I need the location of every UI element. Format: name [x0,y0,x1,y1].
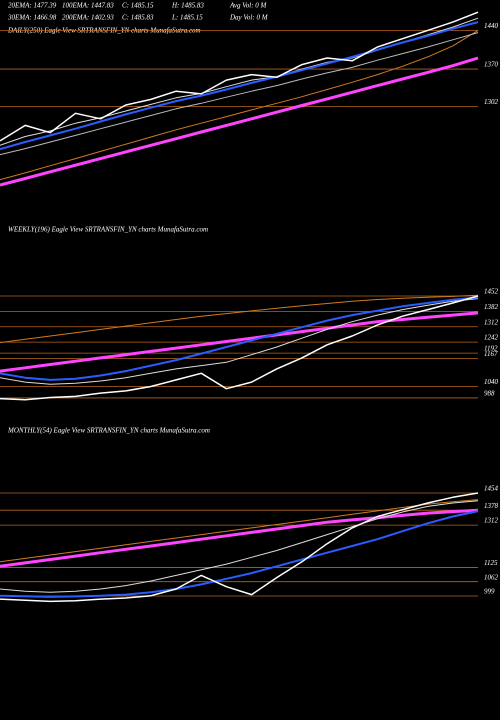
indicator-label: Avg Vol: 0 M [229,2,268,10]
series-line [0,510,479,598]
series-line [0,508,479,568]
series-line [0,298,479,385]
series-line [0,294,479,344]
indicator-label: C: 1485.83 [122,14,154,22]
panel-title: MONTHLY(54) Eagle View SRTRANSFIN_YN cha… [7,427,210,435]
y-tick-label: 1370 [484,61,499,69]
y-tick-label: 1454 [484,485,499,493]
y-tick-label: 1242 [484,334,499,342]
y-tick-label: 1382 [484,303,499,311]
series-line [0,499,479,563]
indicator-label: Day Vol: 0 M [229,14,269,22]
series-line [0,296,479,381]
y-tick-label: 1040 [484,378,499,386]
series-line [0,492,479,603]
series-line [0,21,479,151]
y-tick-label: 1062 [484,573,499,581]
series-line [0,11,479,142]
y-tick-label: 999 [484,588,495,596]
y-tick-label: 1312 [484,318,499,326]
indicator-label: L: 1485.15 [171,14,203,22]
panel-title: WEEKLY(196) Eagle View SRTRANSFIN_YN cha… [8,226,208,234]
y-tick-label: 988 [484,390,495,398]
y-tick-label: 1452 [484,288,499,296]
indicator-label: 200EMA: 1402.93 [62,14,114,22]
series-line [0,295,479,401]
y-tick-label: 1312 [484,517,499,525]
series-line [0,500,479,593]
y-tick-label: 1125 [484,559,498,567]
y-tick-label: 1192 [484,345,498,353]
indicator-label: H: 1485.83 [171,2,204,10]
series-line [0,56,479,187]
y-tick-label: 1167 [484,350,498,358]
y-tick-label: 1302 [484,98,499,106]
y-tick-label: 1378 [484,502,499,510]
series-line [0,311,479,373]
series-line [0,29,479,181]
indicator-label: 20EMA: 1477.39 [8,2,57,10]
indicator-label: C: 1485.15 [122,2,154,10]
series-line [0,32,479,156]
y-tick-label: 1440 [484,22,499,30]
indicator-label: 100EMA: 1447.83 [62,2,114,10]
indicator-label: 30EMA: 1466.98 [7,14,57,22]
